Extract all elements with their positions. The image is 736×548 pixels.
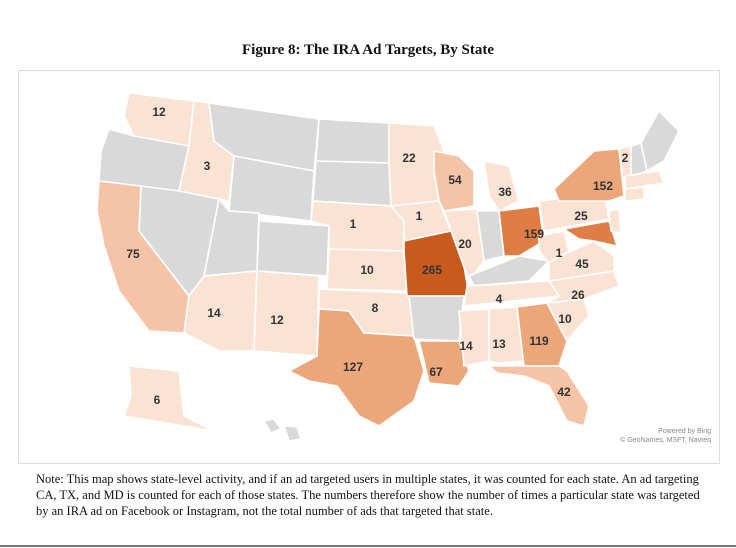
state-value-label: 2: [622, 151, 629, 165]
state-value-label: 25: [574, 209, 588, 223]
state-value-label: 54: [448, 173, 462, 187]
state-tn: [463, 280, 560, 307]
state-value-label: 6: [154, 393, 161, 407]
state-value-label: 127: [343, 360, 363, 374]
state-value-label: 159: [524, 227, 544, 241]
state-mi: [483, 160, 520, 212]
state-value-label: 42: [557, 385, 571, 399]
state-ny: [553, 148, 625, 202]
figure-note: Note: This map shows state-level activit…: [36, 472, 700, 518]
state-la: [418, 340, 470, 387]
state-value-label: 13: [492, 337, 506, 351]
map-panel: 12 3 75 22 54 36 2 152 1 1 20 159 25 10 …: [18, 70, 720, 464]
bottom-rule: [0, 545, 736, 547]
state-value-label: 265: [422, 263, 442, 277]
state-value-label: 152: [593, 179, 613, 193]
state-co: [256, 220, 330, 277]
state-value-label: 1: [350, 217, 357, 231]
state-value-label: 26: [571, 288, 585, 302]
state-nj: [608, 208, 622, 234]
state-value-label: 8: [372, 301, 379, 315]
state-il: [443, 208, 485, 282]
us-state-map: 12 3 75 22 54 36 2 152 1 1 20 159 25 10 …: [96, 92, 680, 442]
state-value-label: 20: [458, 237, 472, 251]
state-nd: [315, 118, 390, 164]
state-value-label: 75: [126, 247, 140, 261]
state-hi: [263, 418, 302, 442]
state-value-label: 4: [496, 292, 503, 306]
state-ky: [468, 255, 550, 287]
state-value-label: 119: [529, 334, 549, 348]
state-ct: [624, 186, 645, 202]
state-fl: [488, 365, 590, 427]
state-value-label: 1: [416, 209, 423, 223]
state-value-label: 14: [207, 306, 221, 320]
state-al: [488, 306, 525, 364]
credit-line-bing: Powered by Bing: [658, 428, 711, 435]
state-ak: [123, 365, 215, 432]
figure-title: Figure 8: The IRA Ad Targets, By State: [242, 42, 494, 58]
state-me: [640, 110, 680, 172]
state-va: [548, 240, 615, 282]
state-value-label: 12: [152, 105, 166, 119]
state-value-label: 22: [402, 151, 416, 165]
state-value-label: 14: [459, 339, 473, 353]
map-credit: Powered by Bing © GeoNames, MSFT, Navteq: [620, 427, 711, 445]
state-sd: [312, 160, 392, 207]
state-value-label: 10: [558, 312, 572, 326]
state-value-label: 45: [575, 257, 589, 271]
state-md: [563, 220, 618, 247]
state-wv: [538, 230, 570, 264]
state-value-label: 10: [360, 263, 374, 277]
state-ar: [408, 295, 465, 342]
state-ma: [624, 170, 665, 190]
state-value-label: 3: [204, 159, 211, 173]
state-ms: [458, 308, 490, 367]
state-wi: [433, 150, 475, 212]
state-ca: [96, 180, 190, 334]
state-value-label: 12: [270, 313, 284, 327]
state-value-label: 36: [498, 185, 512, 199]
state-tx: [288, 308, 425, 427]
credit-line-geonames: © GeoNames, MSFT, Navteq: [620, 437, 711, 444]
state-oh: [498, 205, 545, 257]
state-value-label: 1: [556, 246, 563, 260]
state-value-label: 67: [429, 365, 443, 379]
state-nm: [253, 270, 320, 357]
